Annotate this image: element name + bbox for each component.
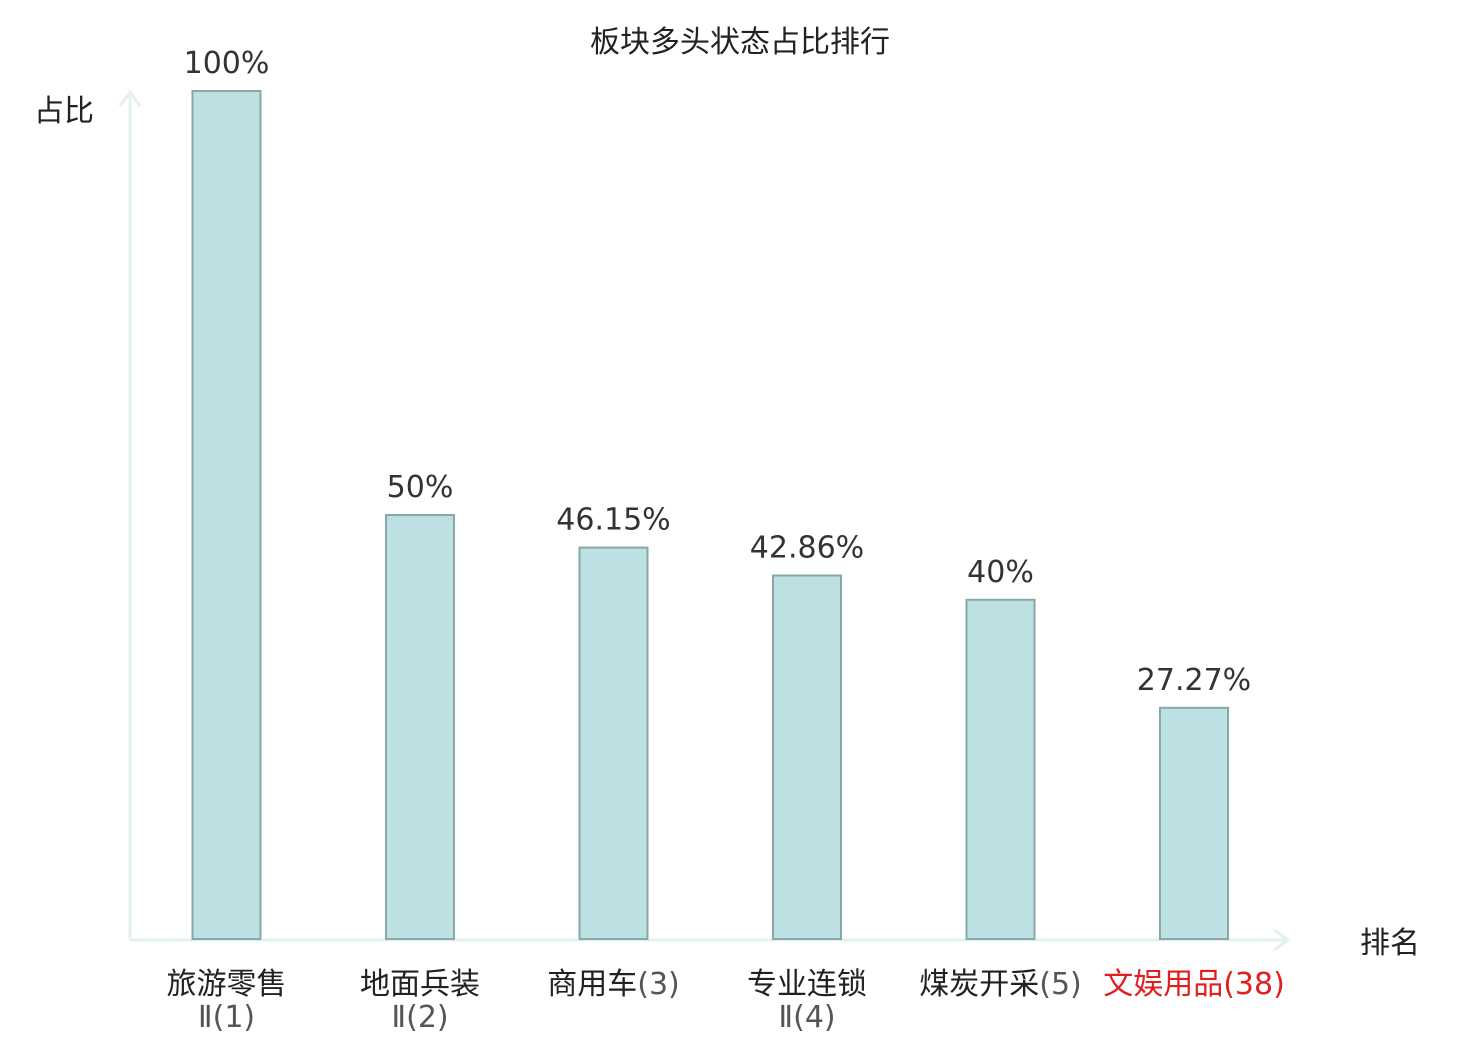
- bar-1: [191, 90, 262, 940]
- category-name-2: 地面兵装: [360, 967, 480, 1002]
- chart-title: 板块多头状态占比排行: [590, 25, 890, 60]
- category-label-5: 煤炭开采(5): [919, 967, 1082, 1002]
- value-label-1: 100%: [184, 46, 270, 81]
- x-axis-label: 排名: [1360, 926, 1420, 961]
- bar-4: [772, 574, 842, 940]
- bar-2: [385, 514, 455, 940]
- x-axis: [130, 928, 1291, 952]
- category-name-3: 商用车: [547, 967, 637, 1002]
- category-label-3: 商用车(3): [547, 967, 680, 1002]
- category-label-1: 旅游零售 Ⅱ(1): [167, 967, 287, 1035]
- value-label-3: 46.15%: [556, 503, 670, 538]
- category-label-4: 专业连锁 Ⅱ(4): [747, 967, 867, 1035]
- category-rank-5: (5): [1039, 967, 1082, 1002]
- category-rank-6: (38): [1223, 967, 1285, 1002]
- category-name-5: 煤炭开采: [919, 967, 1039, 1002]
- bar-6: [1159, 706, 1229, 940]
- value-label-6: 27.27%: [1137, 663, 1251, 698]
- bar-5: [965, 598, 1036, 940]
- bar-3: [578, 546, 649, 940]
- y-axis-arrowhead: [118, 89, 142, 107]
- value-label-2: 50%: [387, 470, 454, 505]
- y-axis-label: 占比: [34, 94, 94, 129]
- category-rank-4: Ⅱ(4): [778, 1000, 835, 1035]
- category-labels: 旅游零售 Ⅱ(1) 地面兵装 Ⅱ(2) 商用车(3) 专业连锁 Ⅱ(4) 煤炭开采(5) 文娱用…: [167, 967, 1285, 1035]
- value-labels: 100% 50% 46.15% 42.86% 40% 27.27%: [184, 46, 1252, 698]
- category-label-2: 地面兵装 Ⅱ(2): [360, 967, 480, 1035]
- category-rank-2: Ⅱ(2): [391, 1000, 448, 1035]
- value-label-4: 42.86%: [750, 531, 864, 566]
- value-label-5: 40%: [967, 555, 1034, 590]
- x-axis-arrowhead: [1273, 928, 1291, 952]
- category-label-6: 文娱用品(38): [1103, 967, 1285, 1002]
- bars: [191, 90, 1229, 940]
- category-name-6: 文娱用品: [1103, 967, 1223, 1002]
- category-name-4: 专业连锁: [747, 967, 867, 1002]
- y-axis: [118, 89, 142, 940]
- category-name-1: 旅游零售: [167, 967, 287, 1002]
- category-rank-1: Ⅱ(1): [198, 1000, 255, 1035]
- category-rank-3: (3): [637, 967, 680, 1002]
